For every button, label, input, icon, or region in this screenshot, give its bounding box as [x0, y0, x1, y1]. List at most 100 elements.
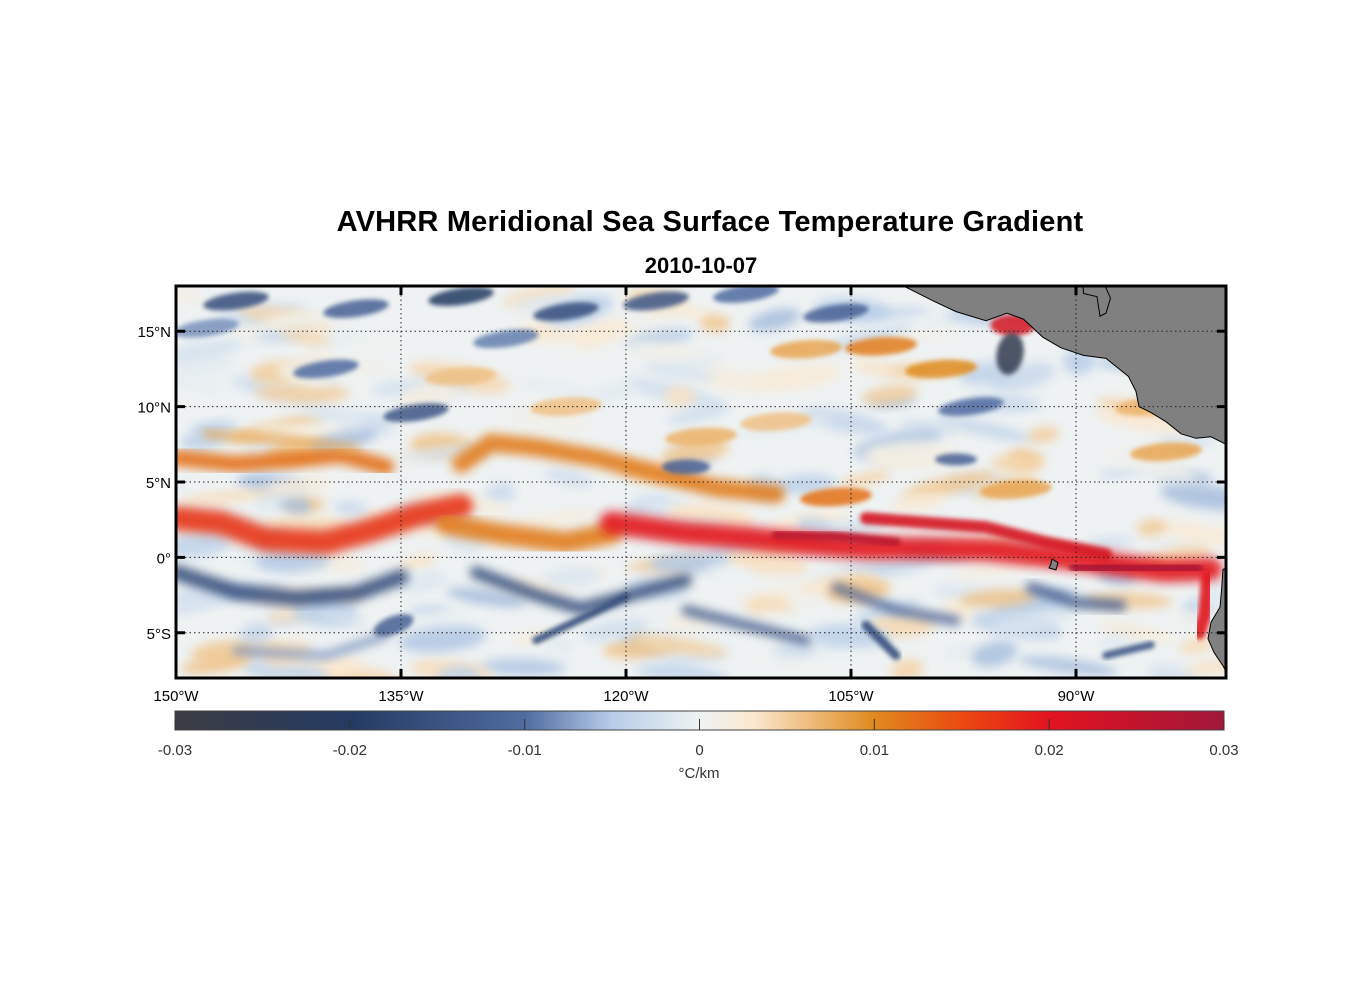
gradient-patch — [253, 493, 291, 513]
gradient-patch — [399, 608, 478, 631]
gradient-patch — [699, 314, 731, 332]
gradient-band — [469, 566, 693, 615]
gradient-patch — [533, 302, 599, 322]
gradient-patch — [664, 385, 696, 408]
gradient-patch — [845, 336, 917, 356]
gradient-patch — [1136, 518, 1167, 536]
gradient-patch — [980, 480, 1052, 499]
y-tick-label: 5°N — [146, 475, 171, 492]
gradient-patch — [1099, 448, 1197, 482]
colorbar-tick-label: 0.02 — [1035, 742, 1064, 759]
gradient-band — [435, 513, 622, 553]
gradient-patch — [642, 362, 717, 382]
chart-subtitle: 2010-10-07 — [644, 253, 758, 278]
gradient-patch — [280, 329, 332, 346]
gradient-patch — [640, 308, 677, 320]
gradient-patch — [713, 286, 779, 303]
gradient-patch — [862, 440, 958, 465]
gradient-patch — [701, 369, 771, 393]
gradient-patch — [176, 531, 231, 558]
gradient-band — [831, 582, 961, 626]
gradient-patch — [181, 489, 270, 505]
y-tick-label: 5°S — [147, 626, 171, 643]
gradient-patch — [428, 287, 494, 306]
gradient-patch — [861, 384, 918, 405]
gradient-patch — [176, 286, 204, 304]
gradient-patch — [580, 617, 649, 642]
gradient-patch — [425, 367, 497, 386]
gradient-patch — [543, 634, 574, 655]
gradient-patch — [255, 383, 351, 403]
gradient-patch — [748, 308, 801, 332]
gradient-patch — [744, 595, 797, 617]
y-tick-label: 15°N — [137, 324, 171, 341]
colorbar: -0.03 -0.02 -0.01 0 0.01 0.02 0.03 °C/km — [158, 710, 1239, 782]
gradient-patch — [971, 640, 1018, 668]
colorbar-ticks: -0.03 -0.02 -0.01 0 0.01 0.02 0.03 — [158, 719, 1239, 759]
gradient-patch — [176, 355, 234, 384]
gradient-patch — [201, 565, 270, 590]
gradient-patch — [1098, 622, 1177, 642]
gradient-patch — [1018, 656, 1118, 676]
colorbar-tick-label: 0.03 — [1209, 742, 1238, 759]
gradient-patch — [934, 416, 1035, 442]
gradient-band — [859, 512, 1113, 561]
gradient-patch — [191, 640, 258, 664]
gradient-patch — [636, 663, 729, 678]
gradient-patch — [800, 487, 872, 507]
colorbar-unit-label: °C/km — [679, 765, 720, 782]
gradient-patch — [803, 303, 869, 323]
gradient-patch — [203, 291, 269, 311]
yucatan-landmass — [1082, 286, 1112, 317]
gradient-patch — [176, 318, 239, 338]
gradient-patch — [746, 656, 837, 672]
gradient-band — [451, 433, 786, 504]
gradient-band — [176, 494, 474, 555]
gradient-patch — [665, 427, 737, 447]
gradient-patch — [935, 453, 977, 466]
central-america-landmass — [902, 286, 1226, 446]
gradient-patch — [628, 635, 729, 656]
gradient-patch — [996, 332, 1024, 375]
gradient-patch — [867, 614, 936, 638]
gradient-patch — [749, 363, 841, 392]
gradient-patch — [959, 588, 1038, 608]
gradient-patch — [320, 611, 367, 628]
gradient-patch — [254, 548, 331, 573]
gradient-patch — [503, 508, 598, 531]
gradient-patch — [279, 495, 312, 514]
gradient-patch — [540, 340, 581, 365]
land-mask — [902, 286, 1226, 673]
gradient-patch — [176, 339, 244, 365]
colorbar-tick-label: 0.01 — [860, 742, 889, 759]
gradient-band — [771, 530, 901, 547]
gradient-patch — [1027, 426, 1060, 443]
colorbar-tick-label: -0.03 — [158, 742, 192, 759]
x-tick-label: 120°W — [603, 688, 649, 705]
y-tick-label: 0° — [157, 550, 171, 567]
gradient-band — [861, 620, 901, 660]
gradient-patch — [623, 291, 689, 311]
colorbar-tick-label: -0.01 — [508, 742, 542, 759]
gradient-patch — [900, 419, 957, 436]
gradient-patch — [740, 412, 812, 432]
map-plot-area: 150°W 135°W 120°W 105°W 90°W 15°N 10°N 5°N 0° 5°S — [137, 284, 1228, 705]
gradient-band — [1069, 559, 1203, 577]
gradient-patch — [706, 565, 757, 582]
gradient-band — [681, 605, 811, 645]
gradient-patch — [773, 474, 836, 494]
gradient-patch — [239, 622, 273, 648]
south-america-landmass — [1207, 567, 1226, 673]
gradient-patch — [323, 299, 389, 319]
gradient-patch — [485, 482, 516, 504]
gradient-patch — [473, 329, 539, 349]
gradient-patch — [446, 587, 527, 608]
galapagos-island — [1048, 558, 1059, 571]
gradient-patch — [990, 617, 1053, 636]
gradient-patch — [1185, 657, 1226, 675]
gradient-patch — [1130, 442, 1202, 462]
gradient-patch — [853, 600, 921, 624]
gradient-patch — [398, 553, 438, 571]
gradient-patch — [801, 407, 889, 435]
gradient-patch — [905, 359, 977, 379]
